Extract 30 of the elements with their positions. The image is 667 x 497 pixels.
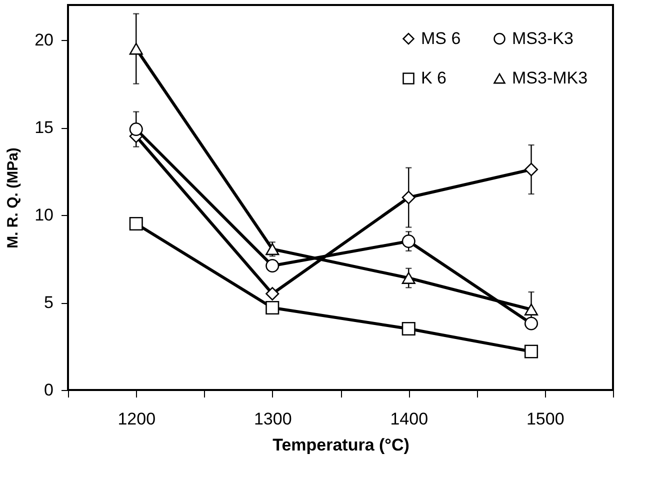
x-tick-label: 1200 xyxy=(118,410,156,428)
legend-label: MS3-MK3 xyxy=(512,68,588,88)
point xyxy=(266,258,280,273)
point xyxy=(266,300,280,315)
legend-label: K 6 xyxy=(421,68,447,88)
legend-label: MS3-K3 xyxy=(512,28,574,48)
y-tick-label: 5 xyxy=(44,293,54,312)
point xyxy=(266,286,280,301)
point xyxy=(524,162,538,176)
y-tick-label: 10 xyxy=(34,206,54,224)
point xyxy=(524,344,538,358)
x-axis-title: Temperatura (°C) xyxy=(272,436,410,454)
point xyxy=(402,234,416,248)
point xyxy=(402,322,416,336)
point xyxy=(402,190,416,204)
y-tick-label: 15 xyxy=(34,118,54,137)
point xyxy=(129,122,143,136)
y-tick-label: 0 xyxy=(44,380,54,400)
point xyxy=(524,304,538,316)
y-tick-label: 20 xyxy=(34,30,54,50)
point xyxy=(129,42,143,55)
point xyxy=(402,272,416,284)
point xyxy=(129,216,143,231)
x-tick-label: 1300 xyxy=(254,410,292,428)
y-axis-title: M. R. Q. (MPa) xyxy=(4,148,22,248)
x-tick-label: 1500 xyxy=(526,410,564,428)
point xyxy=(266,243,280,256)
legend-label: MS 6 xyxy=(421,28,461,48)
point xyxy=(524,316,538,330)
x-tick-label: 1400 xyxy=(390,410,428,428)
